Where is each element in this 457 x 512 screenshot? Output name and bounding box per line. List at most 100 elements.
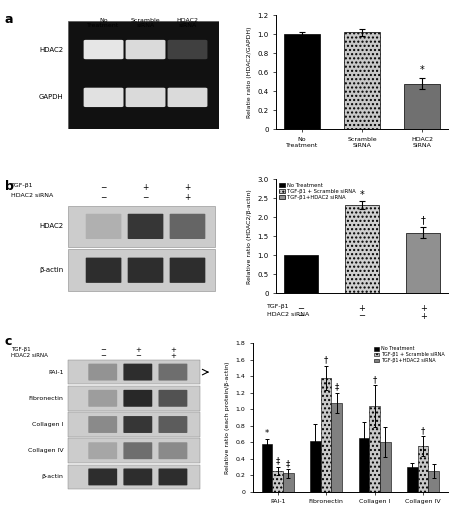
FancyBboxPatch shape (86, 214, 122, 239)
FancyBboxPatch shape (128, 258, 163, 283)
Bar (68, 438, 200, 463)
Text: c: c (5, 335, 12, 348)
Text: −: − (135, 353, 141, 359)
Bar (68, 386, 200, 411)
FancyBboxPatch shape (88, 390, 117, 407)
Text: †: † (421, 426, 425, 435)
Bar (406, 232, 440, 293)
Bar (380, 442, 391, 492)
Y-axis label: Relative ratio (each protein/β-actin): Relative ratio (each protein/β-actin) (225, 361, 230, 474)
Text: †: † (324, 355, 328, 365)
FancyBboxPatch shape (126, 40, 165, 59)
Bar (272, 471, 283, 492)
Text: β-actin: β-actin (39, 267, 64, 273)
FancyBboxPatch shape (159, 364, 187, 380)
FancyBboxPatch shape (123, 390, 152, 407)
Text: GAPDH: GAPDH (39, 94, 64, 100)
Text: +: + (184, 193, 191, 202)
Text: *: * (420, 65, 425, 75)
Text: HDAC2
siRNA: HDAC2 siRNA (176, 17, 198, 29)
Text: +: + (420, 311, 427, 321)
Bar (284, 34, 320, 129)
Text: TGF-β1: TGF-β1 (11, 347, 31, 352)
Text: β-actin: β-actin (42, 475, 64, 479)
Bar (262, 444, 272, 492)
FancyBboxPatch shape (84, 88, 123, 107)
FancyBboxPatch shape (168, 40, 207, 59)
Text: Collagen I: Collagen I (32, 422, 64, 427)
FancyBboxPatch shape (123, 442, 152, 459)
FancyBboxPatch shape (168, 88, 207, 107)
Text: +: + (142, 183, 149, 192)
Text: −: − (101, 193, 107, 202)
Text: HDAC2: HDAC2 (40, 47, 64, 53)
Bar (68, 206, 215, 247)
Bar (68, 412, 200, 437)
Text: −: − (359, 311, 366, 321)
Bar (68, 21, 219, 129)
Text: HDAC2 siRNA: HDAC2 siRNA (267, 311, 309, 316)
Text: −: − (101, 183, 107, 192)
Text: ‡: ‡ (276, 457, 280, 465)
FancyBboxPatch shape (126, 88, 165, 107)
Bar (344, 32, 380, 129)
FancyBboxPatch shape (123, 468, 152, 485)
Y-axis label: Relative ratio (HDAC2/β-actin): Relative ratio (HDAC2/β-actin) (247, 189, 252, 284)
Text: Scramble
siRNA: Scramble siRNA (131, 17, 160, 29)
FancyBboxPatch shape (88, 416, 117, 433)
FancyBboxPatch shape (88, 442, 117, 459)
Text: No
Treatment: No Treatment (87, 17, 120, 29)
FancyBboxPatch shape (86, 258, 122, 283)
Bar (283, 474, 294, 492)
FancyBboxPatch shape (159, 468, 187, 485)
FancyBboxPatch shape (128, 214, 163, 239)
Text: −: − (100, 347, 106, 353)
Text: b: b (5, 180, 13, 193)
Text: *: * (265, 429, 269, 438)
Text: −: − (298, 311, 304, 321)
Text: PAI-1: PAI-1 (48, 370, 64, 375)
Legend: No Treatment, TGF-β1 + Scramble siRNA, TGF-β1+HDAC2 siRNA: No Treatment, TGF-β1 + Scramble siRNA, T… (279, 182, 356, 200)
FancyBboxPatch shape (159, 416, 187, 433)
Text: a: a (5, 13, 13, 26)
Text: +: + (359, 304, 366, 313)
Text: −: − (298, 304, 304, 313)
Text: HDAC2: HDAC2 (40, 223, 64, 229)
Bar (345, 205, 379, 293)
Text: *: * (360, 189, 364, 200)
FancyBboxPatch shape (159, 442, 187, 459)
Text: −: − (100, 353, 106, 359)
Bar (68, 249, 215, 291)
FancyBboxPatch shape (123, 416, 152, 433)
Bar (68, 360, 200, 385)
Bar (310, 440, 321, 492)
FancyBboxPatch shape (123, 364, 152, 380)
Text: TGF-β1: TGF-β1 (11, 183, 34, 188)
Y-axis label: Relatie ratio (HDAC2/GAPDH): Relatie ratio (HDAC2/GAPDH) (247, 27, 252, 118)
Bar (369, 406, 380, 492)
Bar (331, 402, 342, 492)
Bar (68, 464, 200, 489)
Text: +: + (135, 347, 141, 353)
Bar (284, 255, 318, 293)
Text: Collagen IV: Collagen IV (28, 448, 64, 453)
Text: +: + (170, 353, 176, 359)
Legend: No Treatment, TGF-β1 + Scramble siRNA, TGF-β1+HDAC2 siRNA: No Treatment, TGF-β1 + Scramble siRNA, T… (374, 346, 446, 364)
Text: −: − (142, 193, 149, 202)
Text: HDAC2 siRNA: HDAC2 siRNA (11, 353, 48, 358)
Bar (321, 378, 331, 492)
Text: +: + (184, 183, 191, 192)
Text: +: + (420, 304, 427, 313)
FancyBboxPatch shape (88, 468, 117, 485)
Text: Fibronectin: Fibronectin (29, 396, 64, 401)
Text: †: † (372, 375, 377, 384)
FancyBboxPatch shape (84, 40, 123, 59)
FancyBboxPatch shape (170, 258, 205, 283)
Bar (359, 438, 369, 492)
Text: +: + (170, 347, 176, 353)
Text: TGF-β1: TGF-β1 (267, 304, 290, 309)
Text: †: † (421, 215, 425, 225)
FancyBboxPatch shape (170, 214, 205, 239)
Bar (418, 446, 428, 492)
Bar (428, 471, 439, 492)
